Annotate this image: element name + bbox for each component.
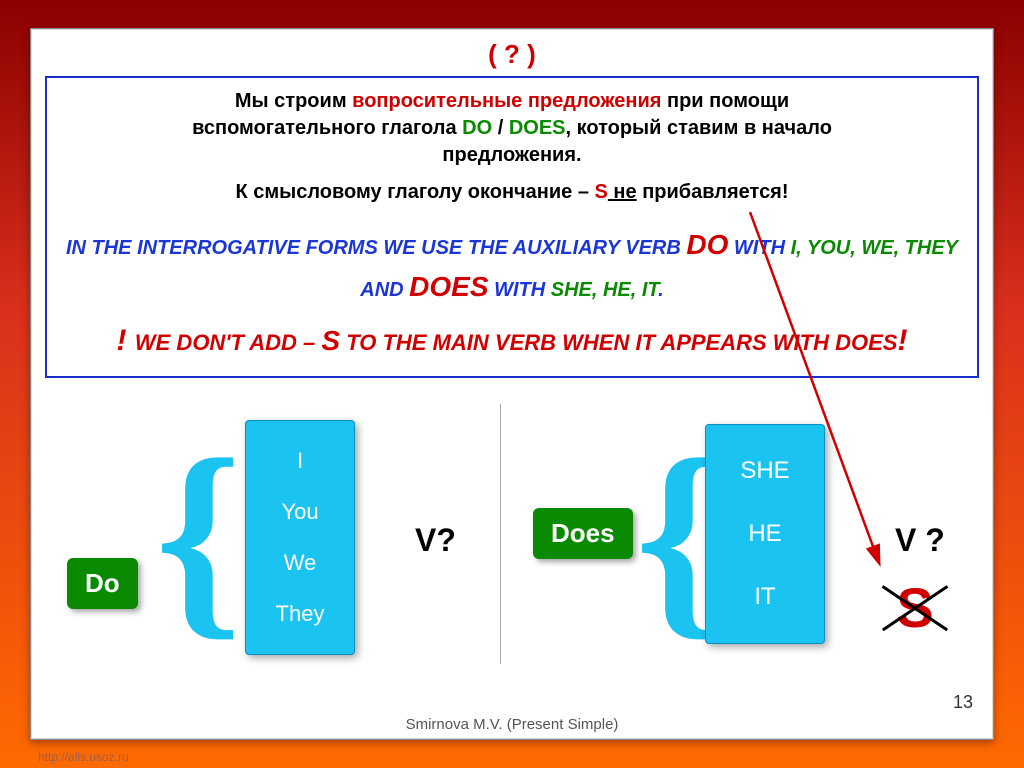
pronouns-left: I You We They	[245, 420, 355, 655]
english-rule-2: ! WE DON'T ADD – S TO THE MAIN VERB WHEN…	[61, 324, 963, 358]
page-number: 13	[953, 692, 973, 713]
text: К смысловому глаголу окончание –	[235, 181, 594, 203]
exclamation-icon: !	[117, 324, 135, 357]
text: IN THE INTERROGATIVE FORMS WE USE THE AU…	[66, 237, 686, 259]
text: предложения.	[442, 144, 581, 166]
slide-frame: ( ? ) Мы строим вопросительные предложен…	[30, 28, 994, 740]
text: вспомогательного глагола	[192, 117, 462, 139]
pronouns-right: SHE HE IT	[705, 424, 825, 644]
text: Мы строим	[235, 90, 352, 112]
text: , который ставим в начало	[566, 117, 832, 139]
pronoun: They	[276, 601, 325, 627]
text-s: S	[321, 325, 340, 356]
pronoun: HE	[748, 520, 781, 548]
text-do: DO	[462, 117, 492, 139]
text-pronouns: I, YOU, WE, THEY	[791, 237, 958, 259]
text: WITH	[728, 237, 790, 259]
rule-box: Мы строим вопросительные предложения при…	[45, 76, 979, 378]
text: .	[658, 279, 664, 301]
verb-right: V ?	[895, 522, 945, 559]
diagram-area: Do { I You We They V? Does { SHE HE IT V…	[45, 390, 979, 680]
text-do: DO	[686, 229, 728, 260]
footer-author: Smirnova M.V. (Present Simple)	[31, 716, 993, 733]
rule-line-1: Мы строим вопросительные предложения при…	[61, 88, 963, 169]
text: при помощи	[661, 90, 789, 112]
source-url: http://alls.usoz.ru	[38, 750, 129, 764]
rule-line-2: К смысловому глаголу окончание – S не пр…	[61, 181, 963, 204]
pronoun: IT	[754, 583, 775, 611]
pronoun: We	[284, 550, 317, 576]
text: WITH	[489, 279, 551, 301]
text: WE DON'T ADD –	[135, 330, 322, 355]
brace-left: {	[155, 426, 242, 646]
text-does: DOES	[509, 117, 566, 139]
exclamation-icon: !	[897, 324, 907, 357]
slide-header: ( ? )	[45, 39, 979, 70]
crossed-s: S	[883, 576, 947, 640]
text: TO THE MAIN VERB WHEN IT APPEARS WITH DO…	[340, 330, 897, 355]
pronoun: SHE	[740, 457, 789, 485]
verb-left: V?	[415, 522, 456, 559]
does-chip: Does	[533, 508, 633, 559]
english-rule-1: IN THE INTERROGATIVE FORMS WE USE THE AU…	[61, 224, 963, 308]
text-s: S	[595, 181, 608, 203]
text: AND	[360, 279, 409, 301]
do-chip: Do	[67, 558, 138, 609]
text-highlight: вопросительные предложения	[352, 90, 661, 112]
divider	[500, 404, 501, 664]
text-does: DOES	[409, 271, 488, 302]
text: прибавляется!	[637, 181, 789, 203]
text-underline: не	[608, 181, 637, 203]
pronoun: I	[297, 448, 303, 474]
text-pronouns: SHE, HE, IT	[551, 279, 658, 301]
text: /	[492, 117, 509, 139]
pronoun: You	[281, 499, 318, 525]
